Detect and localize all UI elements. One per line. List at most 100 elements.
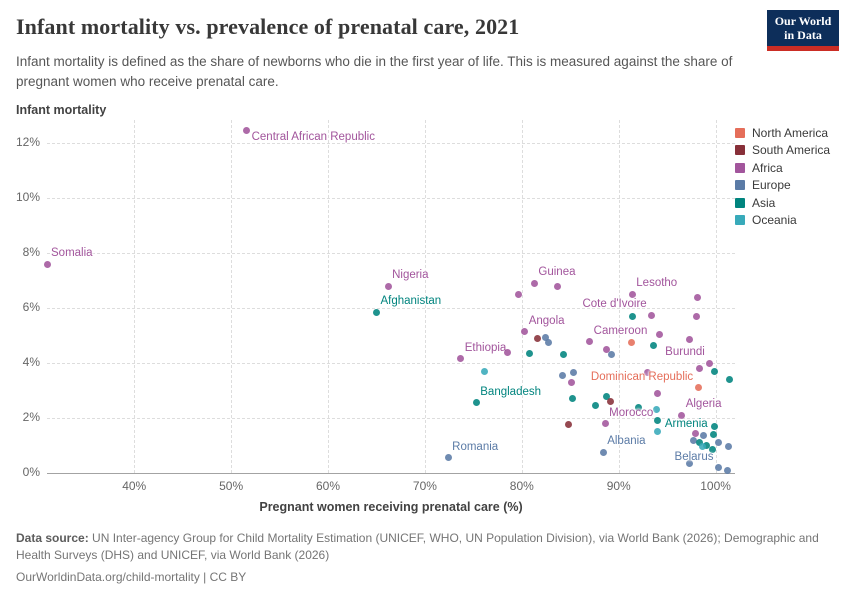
legend-label: South America — [752, 143, 831, 158]
data-point[interactable] — [653, 428, 661, 436]
data-point[interactable] — [725, 376, 733, 384]
x-tick-label: 80% — [509, 479, 534, 493]
x-gridline — [328, 120, 329, 473]
owid-logo-line1: Our World — [774, 13, 832, 28]
data-point[interactable] — [685, 336, 693, 344]
data-point[interactable] — [627, 338, 635, 346]
data-point[interactable] — [709, 445, 717, 453]
data-point[interactable] — [545, 339, 553, 346]
data-point[interactable] — [569, 368, 577, 376]
x-tick-label: 60% — [315, 479, 341, 493]
data-point[interactable] — [591, 401, 599, 409]
data-point[interactable] — [608, 351, 616, 359]
data-point[interactable] — [711, 367, 719, 375]
point-label: Morocco — [609, 406, 654, 419]
y-tick-label: 6% — [22, 300, 40, 315]
data-point[interactable] — [723, 467, 731, 475]
data-point[interactable] — [602, 393, 610, 401]
y-tick-label: 12% — [15, 135, 40, 150]
data-point[interactable] — [695, 365, 703, 373]
legend-label: Africa — [752, 160, 783, 175]
data-point-nigeria[interactable] — [384, 282, 392, 290]
data-point[interactable] — [568, 395, 576, 403]
data-point-cameroon[interactable] — [586, 338, 594, 346]
data-point[interactable] — [693, 293, 701, 301]
data-point-armenia[interactable] — [711, 422, 719, 430]
x-gridline — [521, 120, 523, 473]
x-tick-label: 90% — [606, 479, 631, 493]
data-point-angola[interactable] — [521, 328, 529, 336]
point-label: Lesotho — [636, 277, 678, 290]
data-point[interactable] — [541, 333, 549, 341]
legend-label: North America — [752, 125, 829, 140]
x-tick-label: 70% — [412, 479, 437, 493]
point-label: Nigeria — [392, 269, 429, 282]
data-point-somalia[interactable] — [43, 260, 51, 268]
data-point[interactable] — [653, 417, 661, 425]
data-point[interactable] — [703, 442, 711, 450]
data-point[interactable] — [685, 459, 693, 467]
data-point[interactable] — [653, 389, 661, 397]
y-tick-label: 10% — [15, 190, 40, 205]
data-point-guinea[interactable] — [530, 279, 538, 287]
data-point[interactable] — [715, 439, 723, 447]
data-point[interactable] — [710, 431, 718, 439]
data-point[interactable] — [526, 349, 534, 357]
legend-item-asia[interactable]: Asia — [735, 194, 830, 212]
data-point[interactable] — [634, 403, 642, 411]
data-point[interactable] — [567, 378, 575, 386]
legend-label: Europe — [752, 178, 791, 193]
chart-url-link[interactable]: OurWorldinData.org/child-mortality — [16, 570, 200, 585]
data-point[interactable] — [554, 282, 562, 290]
data-point[interactable] — [602, 345, 610, 353]
data-point-afghanistan[interactable] — [372, 308, 380, 316]
data-point[interactable] — [559, 351, 567, 359]
data-point[interactable] — [650, 341, 658, 349]
data-point[interactable] — [503, 348, 511, 356]
data-point[interactable] — [644, 368, 652, 376]
data-point-cote-d-ivoire[interactable] — [648, 311, 656, 319]
legend-item-europe[interactable]: Europe — [735, 177, 830, 195]
data-point-ethiopia[interactable] — [457, 355, 465, 363]
data-point[interactable] — [564, 421, 572, 429]
legend-item-africa[interactable]: Africa — [735, 159, 830, 177]
data-point[interactable] — [698, 443, 706, 451]
y-tick-label: 8% — [22, 245, 40, 260]
y-tick-label: 0% — [22, 465, 40, 479]
data-point[interactable] — [607, 398, 615, 406]
data-point[interactable] — [533, 334, 541, 342]
legend-item-north-america[interactable]: North America — [735, 124, 830, 142]
data-point[interactable] — [724, 443, 732, 451]
legend-item-south-america[interactable]: South America — [735, 142, 830, 160]
data-point-lesotho[interactable] — [628, 290, 636, 298]
data-point-albania[interactable] — [599, 448, 607, 456]
data-point[interactable] — [691, 429, 699, 437]
data-point[interactable] — [699, 432, 707, 440]
x-tick-label: 40% — [122, 479, 147, 493]
chart-footer: Data source: UN Inter-agency Group for C… — [16, 530, 836, 586]
data-point[interactable] — [515, 290, 523, 298]
data-point-algeria[interactable] — [678, 411, 686, 419]
data-point[interactable] — [692, 312, 700, 320]
data-point-bangladesh[interactable] — [472, 399, 480, 407]
data-point[interactable] — [559, 371, 566, 379]
data-point[interactable] — [653, 406, 660, 414]
data-point[interactable] — [689, 437, 697, 445]
data-point[interactable] — [628, 312, 636, 320]
data-point-burundi[interactable] — [706, 359, 714, 367]
data-point[interactable] — [695, 439, 703, 447]
data-point-central-african-republic[interactable] — [243, 127, 251, 135]
data-point[interactable] — [655, 330, 663, 338]
legend-label: Oceania — [752, 213, 797, 228]
data-point-morocco[interactable] — [601, 420, 609, 428]
legend-item-oceania[interactable]: Oceania — [735, 212, 830, 230]
point-label: Guinea — [538, 266, 576, 279]
data-source-note: Data source: UN Inter-agency Group for C… — [16, 530, 836, 564]
data-point-romania[interactable] — [444, 454, 452, 462]
owid-logo[interactable]: Our World in Data — [767, 10, 839, 51]
data-point-belarus[interactable] — [715, 464, 723, 471]
data-point-dominican-republic[interactable] — [694, 384, 702, 392]
y-tick-label: 4% — [22, 355, 40, 370]
data-point[interactable] — [481, 367, 489, 375]
